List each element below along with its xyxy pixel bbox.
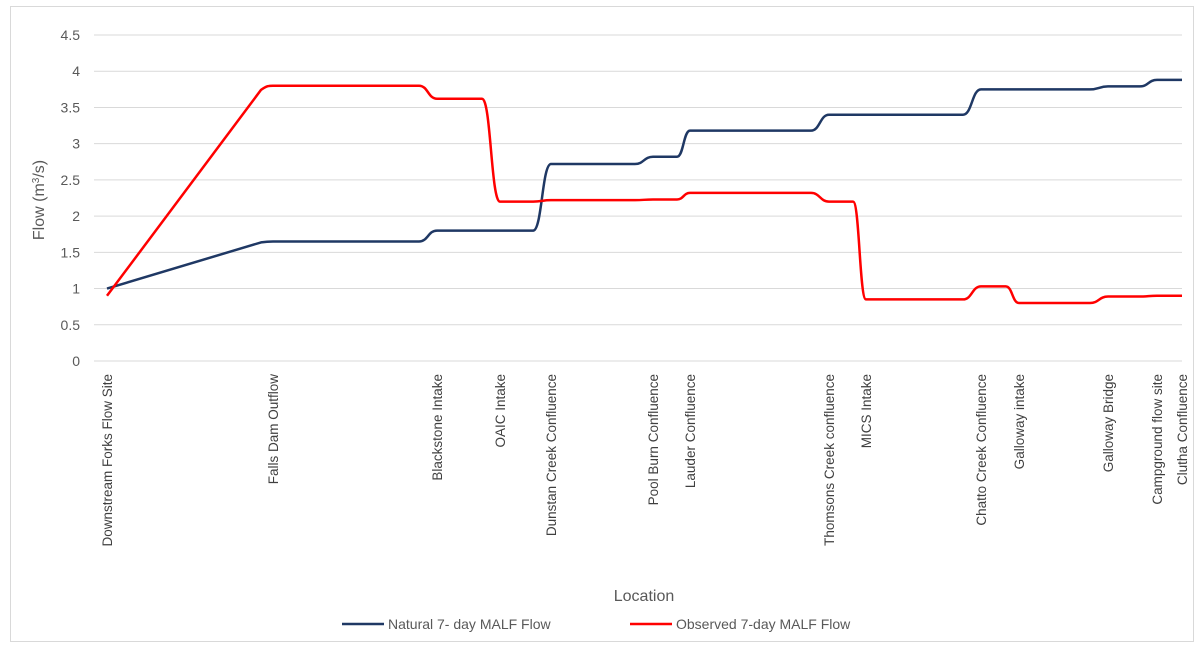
y-tick-label: 1: [72, 281, 80, 297]
y-tick-label: 3.5: [61, 99, 81, 115]
legend: Natural 7- day MALF Flow Observed 7-day M…: [342, 616, 851, 632]
x-tick-label: Campground flow site: [1150, 374, 1165, 505]
gridlines: [94, 34, 1182, 362]
x-tick-label: Galloway Bridge: [1101, 374, 1116, 472]
x-tick-label: Falls Dam Outflow: [266, 374, 281, 485]
x-tick-label: Blackstone Intake: [430, 374, 445, 481]
legend-label: Natural 7- day MALF Flow: [388, 616, 551, 632]
y-tick-label: 2: [72, 208, 80, 224]
y-tick-label: 1.5: [61, 244, 81, 260]
x-tick-label: Dunstan Creek Confluence: [544, 374, 559, 536]
x-tick-label: MICS Intake: [859, 374, 874, 448]
x-tick-label: Galloway intake: [1012, 374, 1027, 469]
x-tick-label: Downstream Forks Flow Site: [100, 374, 115, 547]
x-axis-ticks: Downstream Forks Flow Site Falls Dam Outf…: [100, 374, 1190, 547]
y-tick-label: 0.5: [61, 317, 81, 333]
x-tick-label: Thomsons Creek confluence: [822, 374, 837, 546]
y-tick-label: 4.5: [61, 27, 81, 43]
x-tick-label: Lauder Confluence: [683, 374, 698, 488]
x-axis-title: Location: [614, 588, 675, 605]
y-tick-label: 4: [72, 63, 80, 79]
y-axis-title: Flow (m3/s): [31, 160, 49, 240]
x-tick-label: OAIC Intake: [493, 374, 508, 448]
series-lines: [105, 78, 1183, 305]
y-axis-ticks: 0 0.5 1 1.5 2 2.5 3 3.5 4 4.5: [61, 27, 81, 369]
x-tick-label: Clutha Confluence: [1175, 374, 1190, 485]
x-tick-label: Pool Burn Confluence: [646, 374, 661, 505]
observed-series-line: [105, 84, 1182, 305]
y-tick-label: 0: [72, 353, 80, 369]
legend-label: Observed 7-day MALF Flow: [676, 616, 851, 632]
chart-frame: [10, 6, 1194, 642]
y-tick-label: 2.5: [61, 172, 81, 188]
natural-series-line: [106, 78, 1182, 290]
y-tick-label: 3: [72, 136, 80, 152]
x-tick-label: Chatto Creek Confluence: [974, 374, 989, 526]
